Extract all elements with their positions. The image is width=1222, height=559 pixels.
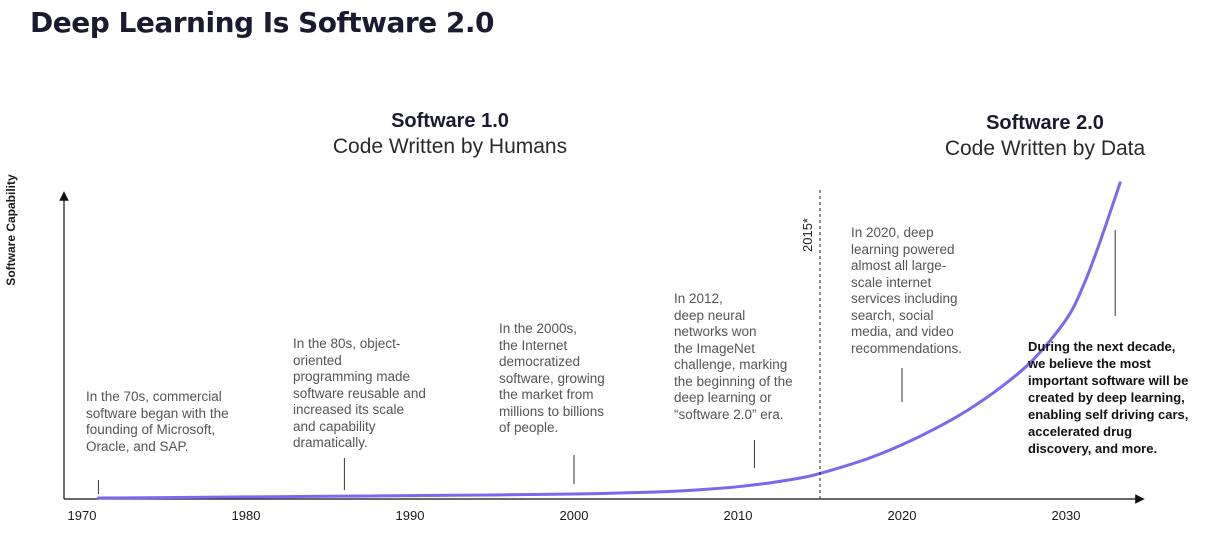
annotation-line: In the 2000s,: [499, 321, 578, 336]
annotation-line: software began with the: [86, 405, 229, 421]
annotation-line: of people.: [499, 420, 559, 435]
annotation-line: In 2012,: [674, 291, 723, 306]
annotation-line: and capability: [293, 418, 376, 434]
annotation-line: the market from: [499, 387, 594, 402]
annotation-line: the Internet: [499, 337, 568, 353]
x-tick-label: 2000: [559, 508, 589, 523]
annotation-line: In 2020, deep: [851, 225, 934, 240]
annotation-line: discovery, and more.: [1028, 441, 1158, 456]
annotation-line: software reusable and: [293, 385, 426, 401]
annotation-2020: In 2020, deep learning powered almost all …: [851, 225, 962, 357]
page-title: Deep Learning Is Software 2.0: [30, 6, 495, 39]
annotation-line: important software will be: [1028, 373, 1189, 388]
annotation-line: enabling self driving cars,: [1028, 407, 1189, 422]
x-tick-label: 2020: [887, 508, 917, 523]
x-tick-label: 1970: [67, 508, 97, 523]
annotation-line: In the 70s, commercial: [86, 389, 222, 404]
annotation-line: the beginning of the: [674, 373, 793, 389]
annotation-line: millions to billions: [499, 403, 605, 419]
annotation-line: we believe the most: [1028, 356, 1151, 371]
annotation-line: services including: [851, 291, 958, 306]
annotation-line: deep learning or: [674, 390, 772, 405]
annotation-line: scale internet: [851, 274, 932, 290]
annotation-line: recommendations.: [851, 340, 963, 356]
annotation-line: learning powered: [851, 241, 955, 257]
era-name: Software 1.0: [391, 110, 509, 132]
annotation-line: Oracle, and SAP.: [86, 438, 189, 454]
annotation-line: founding of Microsoft,: [86, 422, 216, 437]
annotation-1970s: In the 70s, commercial software began wit…: [86, 389, 229, 455]
capability-curve: [96, 181, 1122, 500]
annotation-line: networks won: [674, 324, 757, 339]
annotation-line: accelerated drug: [1028, 424, 1133, 439]
annotation-next-decade: During the next decade, we believe the mo…: [1028, 338, 1188, 457]
era-subtitle: Code Written by Humans: [332, 135, 568, 158]
annotation-line: In the 80s, object-: [293, 336, 401, 351]
annotation-line: oriented: [293, 352, 342, 368]
annotation-2000s: In the 2000s, the Internet democratized sof…: [499, 321, 605, 437]
annotation-line: almost all large-: [851, 258, 947, 273]
annotation-line: democratized: [499, 354, 581, 369]
annotation-2012: In 2012, deep neural networks won the Image…: [674, 291, 793, 423]
y-axis-label: Software Capability: [4, 174, 18, 286]
annotation-line: “software 2.0” era.: [674, 406, 784, 422]
x-tick-label: 1990: [395, 508, 425, 523]
annotation-1980s: In the 80s, object-oriented programming m…: [293, 336, 426, 452]
era-software-2: Software 2.0 Code Written by Data: [925, 112, 1165, 161]
annotation-line: software, growing: [499, 370, 605, 386]
annotation-line: dramatically.: [293, 435, 368, 450]
annotation-line: During the next decade,: [1028, 339, 1176, 354]
annotation-line: challenge, marking: [674, 357, 788, 372]
annotation-line: programming made: [293, 369, 411, 384]
annotation-line: search, social: [851, 307, 934, 323]
annotation-line: media, and video: [851, 324, 954, 339]
annotation-line: increased its scale: [293, 402, 405, 417]
x-tick-label: 2010: [723, 508, 753, 523]
era-subtitle: Code Written by Data: [944, 137, 1146, 160]
annotation-line: the ImageNet: [674, 340, 756, 356]
era-name: Software 2.0: [986, 112, 1104, 134]
era-software-1: Software 1.0 Code Written by Humans: [300, 110, 600, 159]
annotation-line: created by deep learning,: [1028, 390, 1185, 405]
x-tick-label: 2030: [1051, 508, 1081, 523]
x-tick-label: 1980: [231, 508, 261, 523]
annotation-line: deep neural: [674, 307, 746, 323]
marker-2015-label: 2015*: [800, 218, 815, 252]
